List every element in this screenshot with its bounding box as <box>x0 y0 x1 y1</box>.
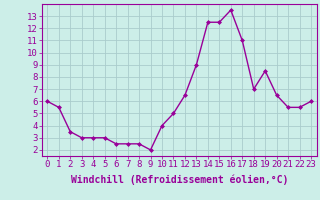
X-axis label: Windchill (Refroidissement éolien,°C): Windchill (Refroidissement éolien,°C) <box>70 175 288 185</box>
